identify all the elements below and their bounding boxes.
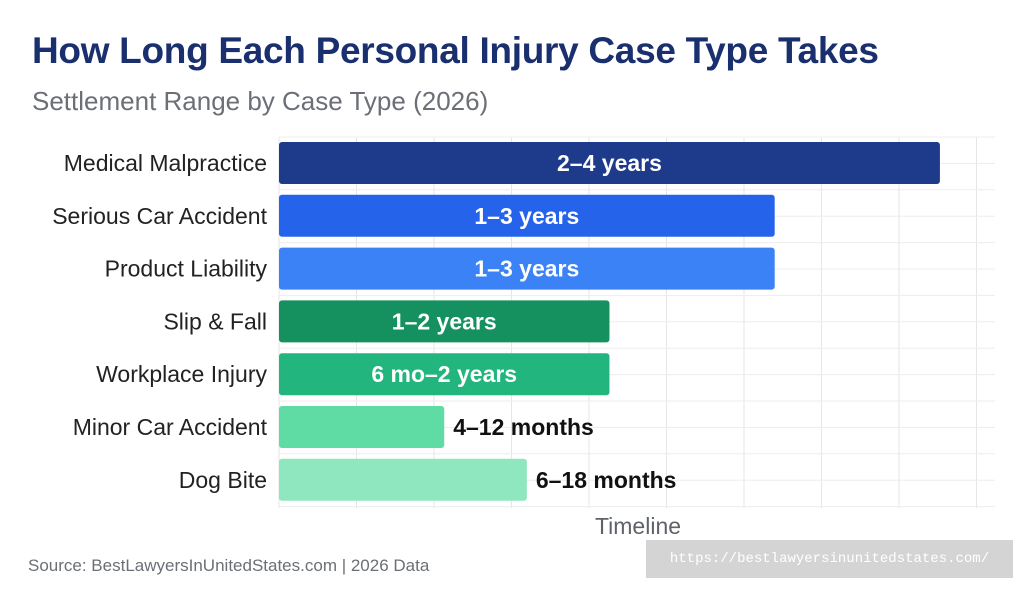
bar [279, 406, 445, 448]
category-label: Minor Car Accident [73, 414, 268, 440]
category-label: Workplace Injury [96, 361, 267, 387]
bars: Medical Malpractice 2–4 years Serious Car … [52, 142, 940, 501]
data-label: 2–4 years [557, 150, 662, 176]
category-label: Product Liability [105, 256, 268, 282]
bar [279, 247, 775, 290]
bar [279, 300, 610, 343]
x-axis-label: Timeline [595, 513, 681, 539]
data-label: 1–3 years [474, 256, 579, 282]
chart-subtitle: Settlement Range by Case Type (2026) [32, 86, 489, 116]
bar [279, 458, 527, 501]
bar [279, 353, 610, 396]
category-label: Slip & Fall [163, 308, 267, 334]
bar [279, 194, 775, 237]
category-label: Dog Bite [179, 467, 267, 493]
source-note: Source: BestLawyersInUnitedStates.com | … [28, 556, 430, 575]
category-label: Medical Malpractice [64, 150, 267, 176]
chart-title: How Long Each Personal Injury Case Type … [32, 30, 879, 71]
data-label: 4–12 months [453, 414, 594, 440]
data-label: 1–3 years [474, 203, 579, 229]
data-label: 6–18 months [536, 467, 677, 493]
data-label: 6 mo–2 years [371, 361, 517, 387]
category-label: Serious Car Accident [52, 203, 267, 229]
data-label: 1–2 years [392, 308, 497, 334]
url-badge[interactable]: https://bestlawyersinunitedstates.com/ [646, 540, 1013, 578]
bar [279, 142, 940, 184]
